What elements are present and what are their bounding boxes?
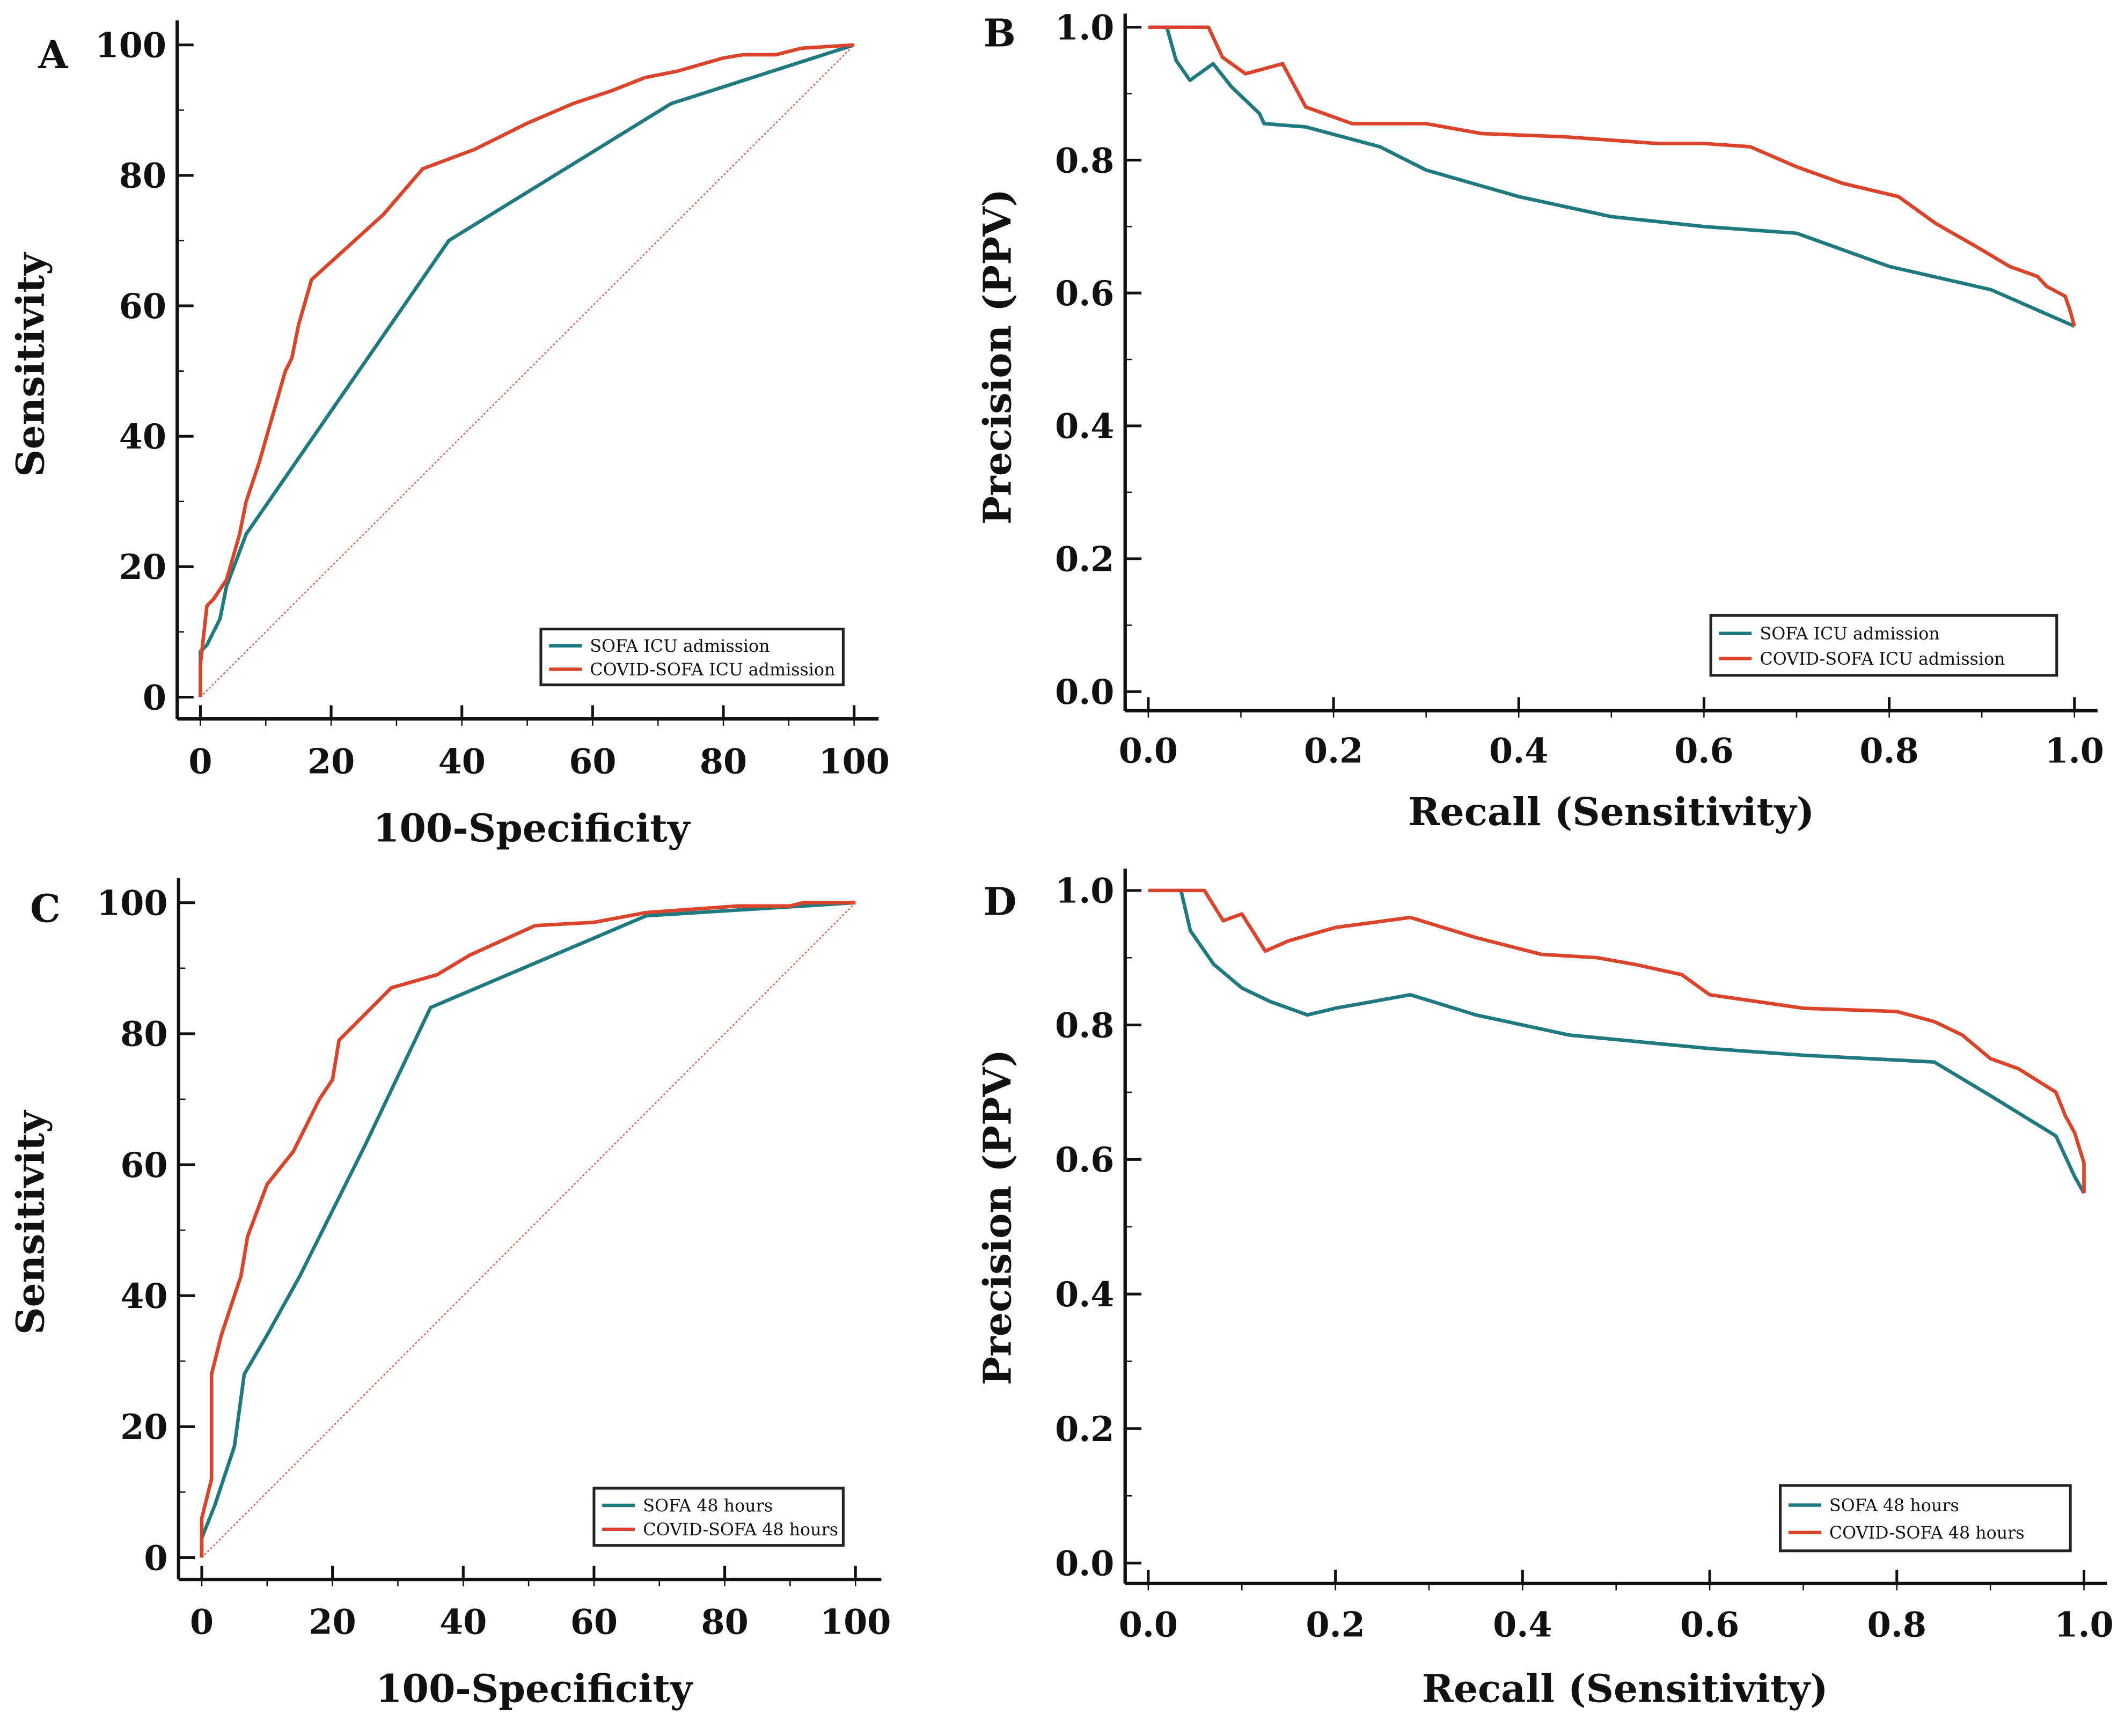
- y-tick-label: 1.0: [1055, 8, 1114, 48]
- series-line-covid-sofa: [200, 901, 856, 1558]
- y-tick-label: 60: [119, 286, 166, 326]
- x-tick-label: 0.0: [1119, 1605, 1178, 1645]
- y-tick-label: 0.2: [1055, 539, 1114, 579]
- x-tick-label: 0: [190, 1602, 214, 1642]
- y-axis-label: Precision (PPV): [975, 189, 1020, 525]
- legend-label: COVID-SOFA 48 hours: [1829, 1524, 2025, 1543]
- x-tick-label: 100: [818, 741, 889, 782]
- y-tick-label: 0: [144, 1538, 167, 1578]
- x-tick-label: 80: [701, 1602, 748, 1642]
- x-tick-label: 100: [820, 1602, 891, 1642]
- y-tick-label: 0.6: [1055, 1139, 1114, 1180]
- x-tick-label: 40: [439, 1602, 487, 1642]
- panel-D: D 0.0 0.2 0.4 0.6 0.8 1.0 0.0 0.2 0.4 0.6 0.8 1.0 Rec…: [975, 869, 2114, 1711]
- y-tick-label: 40: [119, 416, 166, 457]
- legend-label: SOFA 48 hours: [1829, 1496, 1959, 1516]
- x-tick-label: 1.0: [2045, 730, 2104, 770]
- y-tick-label: 0.4: [1055, 1274, 1114, 1314]
- legend-label: COVID-SOFA 48 hours: [643, 1520, 838, 1540]
- series-line-sofa: [1179, 890, 2086, 1194]
- x-axis-label: Recall (Sensitivity): [1408, 789, 1814, 834]
- panel-C: C 0 20 40 60 80 100 0 20 40 60 80 100 100-Specificity…: [8, 878, 891, 1711]
- series-line-covid-sofa: [1148, 888, 2086, 1194]
- y-tick-label: 0: [143, 677, 166, 717]
- panel-A: A 0 20 40 60 80 100 0 20 40 60 80 100 100-Specificity…: [8, 20, 890, 851]
- x-axis-label: 100-Specificity: [373, 806, 691, 851]
- y-axis-label: Sensitivity: [8, 252, 53, 477]
- y-tick-label: 0.8: [1055, 140, 1114, 180]
- legend-label: SOFA ICU admission: [590, 637, 770, 656]
- legend-box: [1709, 614, 2058, 677]
- legend-box: [539, 628, 845, 687]
- y-tick-label: 0.0: [1055, 1543, 1114, 1584]
- y-axis-label: Precision (PPV): [975, 1049, 1020, 1385]
- panel-letter: D: [984, 879, 1017, 924]
- legend: SOFA ICU admission COVID-SOFA ICU admissi…: [539, 628, 845, 687]
- x-tick-label: 0.8: [1867, 1605, 1926, 1645]
- panel-letter: B: [984, 10, 1016, 55]
- x-tick-label: 1.0: [2054, 1605, 2113, 1645]
- y-tick-label: 60: [120, 1145, 167, 1185]
- x-tick-label: 60: [570, 1602, 618, 1642]
- y-tick-label: 0.4: [1055, 406, 1114, 446]
- x-tick-label: 0.4: [1493, 1605, 1552, 1645]
- x-tick-label: 0: [188, 741, 212, 782]
- legend-label: SOFA 48 hours: [643, 1496, 773, 1516]
- series-line-covid-sofa: [199, 43, 854, 697]
- y-tick-label: 0.0: [1055, 672, 1114, 712]
- x-tick-label: 20: [309, 1602, 356, 1642]
- reference-diagonal: [201, 902, 856, 1558]
- legend: SOFA ICU admission COVID-SOFA ICU admissi…: [1709, 614, 2058, 677]
- x-tick-label: 60: [569, 741, 616, 782]
- legend-label: COVID-SOFA ICU admission: [1760, 650, 2005, 669]
- y-tick-label: 0.6: [1055, 273, 1114, 313]
- series-line-sofa: [1165, 26, 2076, 328]
- panel-B: B 0.0 0.2 0.4 0.6 0.8 1.0 0.0 0.2 0.4 0.6 0.8 1.0 Rec…: [975, 8, 2104, 834]
- x-tick-label: 0.4: [1489, 730, 1548, 770]
- y-tick-label: 100: [96, 25, 166, 65]
- y-tick-label: 20: [120, 1407, 167, 1447]
- x-tick-label: 0.6: [1680, 1605, 1739, 1645]
- y-tick-label: 80: [119, 156, 166, 196]
- y-tick-label: 100: [97, 883, 167, 923]
- y-tick-label: 40: [120, 1276, 167, 1316]
- x-tick-label: 0.8: [1859, 730, 1918, 770]
- legend-label: COVID-SOFA ICU admission: [590, 660, 835, 680]
- x-tick-label: 0.0: [1119, 730, 1178, 770]
- legend: SOFA 48 hours COVID-SOFA 48 hours: [1779, 1484, 2072, 1553]
- legend-box: [1779, 1484, 2072, 1553]
- legend-box: [592, 1487, 845, 1547]
- y-tick-label: 0.8: [1055, 1005, 1114, 1045]
- y-tick-label: 20: [119, 547, 166, 587]
- series-line-sofa: [200, 901, 856, 1558]
- x-tick-label: 40: [438, 741, 486, 782]
- panel-letter: A: [38, 32, 68, 77]
- x-tick-label: 20: [307, 741, 355, 782]
- reference-diagonal: [200, 45, 855, 698]
- x-axis-label: Recall (Sensitivity): [1422, 1666, 1828, 1711]
- y-tick-label: 1.0: [1055, 871, 1114, 911]
- x-axis-label: 100-Specificity: [376, 1666, 693, 1711]
- x-tick-label: 0.2: [1304, 730, 1363, 770]
- legend: SOFA 48 hours COVID-SOFA 48 hours: [592, 1487, 845, 1547]
- y-tick-label: 80: [120, 1014, 167, 1054]
- x-tick-label: 0.6: [1674, 730, 1733, 770]
- y-axis-label: Sensitivity: [8, 1110, 53, 1335]
- x-tick-label: 0.2: [1306, 1605, 1365, 1645]
- legend-label: SOFA ICU admission: [1760, 624, 1939, 644]
- series-line-covid-sofa: [1148, 25, 2076, 327]
- y-tick-label: 0.2: [1055, 1409, 1114, 1449]
- x-tick-label: 80: [700, 741, 747, 782]
- panel-letter: C: [30, 886, 61, 931]
